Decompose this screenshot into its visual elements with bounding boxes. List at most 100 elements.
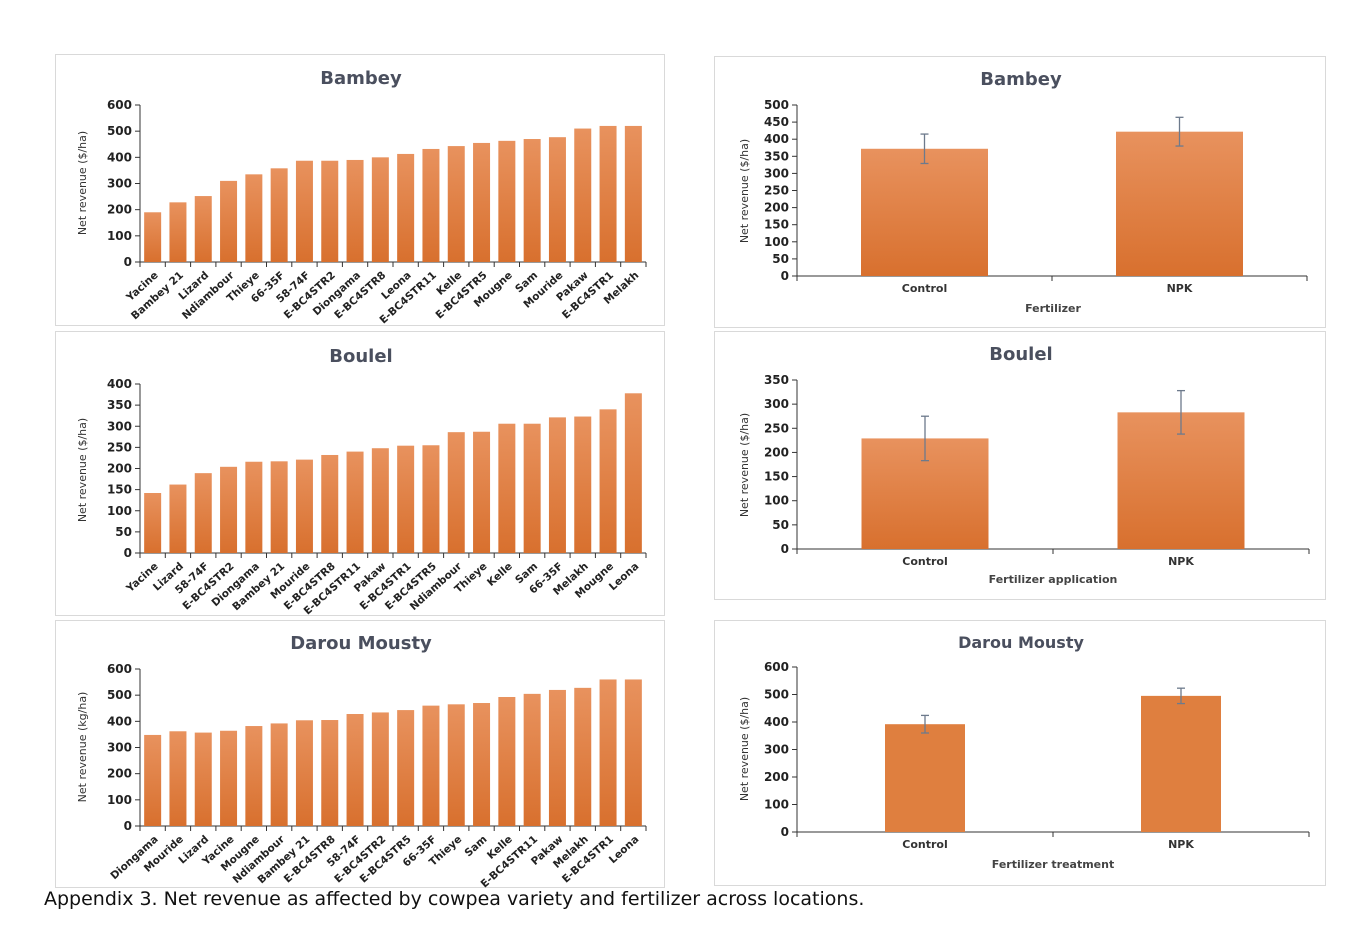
bar: Bambey 21: 217 [270, 461, 288, 553]
bar: E-BC4STR1: 254 [397, 445, 415, 553]
y-tick-label: 250 [107, 440, 132, 454]
bar: Melakh: 520 [624, 125, 642, 262]
bar: E-BC4STR11: 240 [346, 451, 364, 553]
chart-darou-fertilizer: Darou Mousty 0 100 200 300 400 500 600 Net reven… [738, 633, 1310, 871]
x-tick-label: Sam [463, 833, 490, 859]
y-tick-label: 400 [107, 377, 132, 391]
bar: Mougne: 463 [498, 140, 516, 262]
y-tick-label: 250 [764, 184, 789, 198]
panel-darou-variety: Darou Mousty 0 100 200 300 400 500 600 Net reven… [55, 620, 665, 890]
bar: E-BC4STR11: 505 [523, 693, 541, 826]
bar: Leona: 378 [624, 393, 642, 553]
y-tick-label: 400 [107, 714, 132, 728]
bar: 66-35F: 321 [548, 417, 566, 553]
chart-title: Boulel [989, 344, 1052, 365]
y-tick-label: 400 [764, 715, 789, 729]
y-tick-label: 350 [764, 373, 789, 387]
y-axis-label: Net revenue ($/ha) [738, 413, 751, 517]
y-tick-label: 300 [107, 177, 132, 191]
bar: Thieye: 335 [245, 174, 263, 262]
bar: Ndiambour: 286 [447, 432, 465, 553]
y-tick-label: 50 [772, 518, 789, 532]
y-tick-label: 350 [764, 149, 789, 163]
bar: Sam: 470 [473, 703, 491, 826]
chart-title: Darou Mousty [290, 633, 432, 654]
bar: Lizard: 162 [169, 484, 187, 553]
y-tick-label: 150 [764, 218, 789, 232]
bar: Ndiambour: 310 [220, 180, 238, 262]
y-tick-label: 100 [764, 494, 789, 508]
y-tick-label: 500 [764, 98, 789, 112]
y-tick-label: 100 [764, 235, 789, 249]
y-tick-label: 500 [764, 688, 789, 702]
chart-boulel-variety: Boulel 0 50 100 150 200 250 300 350 400 Net revenu… [76, 346, 647, 617]
y-tick-label: 450 [764, 115, 789, 129]
bar: Bambey 21: 404 [295, 720, 313, 826]
bar: E-BC4STR2: 434 [371, 712, 389, 826]
bar: Ndiambour: 392 [270, 723, 288, 826]
y-tick-label: 200 [107, 203, 132, 217]
y-tick-label: 50 [772, 252, 789, 266]
bar: Yacine: 142 [144, 493, 162, 553]
bar: Control: 372 [861, 148, 988, 276]
y-axis-label: Net revenue ($/ha) [738, 697, 751, 801]
y-tick-label: 0 [124, 255, 132, 269]
y-tick-label: 300 [764, 743, 789, 757]
y-tick-label: 150 [107, 483, 132, 497]
bar: E-BC4STR5: 255 [422, 445, 440, 553]
bar: Mougne: 340 [599, 409, 617, 553]
panel-boulel-variety: Boulel 0 50 100 150 200 250 300 350 400 Net revenu… [55, 331, 665, 617]
bar: Diongama: 390 [346, 159, 364, 262]
chart-darou-variety: Darou Mousty 0 100 200 300 400 500 600 Net reven… [76, 633, 647, 890]
bar: Yacine: 364 [220, 730, 238, 826]
bar: Leona: 413 [397, 153, 415, 262]
bar: Sam: 470 [523, 139, 541, 262]
y-tick-label: 0 [124, 819, 132, 833]
y-tick-label: 400 [107, 150, 132, 164]
x-tick-label: NPK [1168, 555, 1194, 568]
panel-bambey-variety: Bambey 0 100 200 300 400 500 600 Net revenue ($/… [55, 54, 665, 326]
bar: Control: 392 [885, 724, 965, 832]
bar: Lizard: 252 [194, 196, 212, 262]
bar: Mougne: 382 [245, 726, 263, 826]
x-tick-label: Control [902, 282, 947, 295]
bar: Lizard: 357 [194, 732, 212, 826]
y-tick-label: 100 [764, 798, 789, 812]
bar: Melakh: 528 [574, 687, 592, 826]
x-axis-label: Fertilizer treatment [992, 858, 1114, 871]
chart-title: Bambey [320, 68, 402, 89]
x-tick-label: Kelle [485, 560, 515, 589]
y-axis-label: Net revenue ($/ha) [738, 139, 751, 243]
bar: Thieye: 287 [473, 431, 491, 553]
bar: 66-35F: 460 [422, 705, 440, 826]
y-tick-label: 300 [764, 166, 789, 180]
panel-bambey-fertilizer: Bambey 0 50 100 150 200 250 300 350 400 450 500 Net … [714, 56, 1326, 328]
y-tick-label: 250 [764, 421, 789, 435]
y-tick-label: 500 [107, 124, 132, 138]
bar: E-BC4STR11: 432 [422, 148, 440, 262]
y-tick-label: 200 [107, 462, 132, 476]
bar: Leona: 560 [624, 679, 642, 826]
y-tick-label: 0 [781, 542, 789, 556]
y-tick-label: 100 [107, 504, 132, 518]
y-tick-label: 300 [764, 397, 789, 411]
y-tick-label: 200 [764, 770, 789, 784]
bar: Diongama: 348 [144, 734, 162, 826]
chart-bambey-variety: Bambey 0 100 200 300 400 500 600 Net revenue ($/… [76, 68, 647, 326]
bar: Bambey 21: 228 [169, 202, 187, 262]
chart-bambey-fertilizer: Bambey 0 50 100 150 200 250 300 350 400 450 500 Net … [738, 69, 1308, 315]
y-tick-label: 600 [764, 660, 789, 674]
y-tick-label: 600 [107, 98, 132, 112]
panel-darou-fertilizer: Darou Mousty 0 100 200 300 400 500 600 Net reven… [714, 620, 1326, 886]
bar: Mouride: 362 [169, 731, 187, 826]
y-tick-label: 500 [107, 688, 132, 702]
bar: NPK: 283 [1117, 412, 1245, 549]
x-tick-label: Control [902, 838, 947, 851]
y-tick-label: 0 [781, 825, 789, 839]
x-axis-label: Fertilizer [1025, 302, 1081, 315]
bar: E-BC4STR2: 204 [220, 466, 238, 553]
bar: Kelle: 493 [498, 696, 516, 826]
bar: E-BC4STR5: 455 [473, 142, 491, 262]
y-tick-label: 100 [107, 229, 132, 243]
y-tick-label: 50 [115, 525, 132, 539]
